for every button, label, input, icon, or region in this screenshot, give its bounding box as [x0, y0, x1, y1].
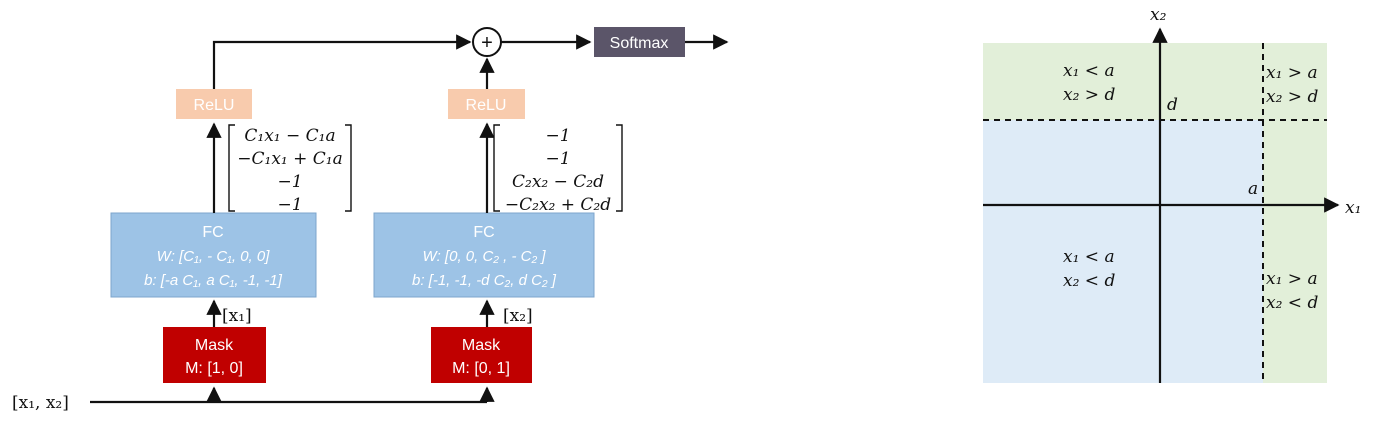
softmax-box: Softmax	[594, 27, 685, 57]
right-vector-entry-2: −1	[545, 149, 570, 169]
left-mask-value: M: [1, 0]	[185, 360, 243, 377]
top-right-line-2: x₂ > d	[1266, 87, 1318, 107]
left-vector-bracket-close	[345, 124, 352, 212]
right-vector-entry-4: −C₂x₂ + C₂d	[505, 195, 611, 215]
left-vector-entry-2: −C₁x₁ + C₁a	[237, 149, 342, 169]
region-plot: x₁ x₂ a d x₁ < a x₂ > d x₁ > a x₂ > d x₁…	[983, 5, 1361, 383]
right-relu-label: ReLU	[466, 97, 507, 114]
right-vector-bracket-open	[493, 124, 500, 212]
bottom-left-line-1: x₁ < a	[1063, 247, 1115, 267]
right-mask-box: Mask M: [0, 1]	[431, 327, 532, 383]
softmax-rect	[594, 27, 685, 57]
input-label: [x₁, x₂]	[12, 393, 69, 413]
left-relu-box: ReLU	[176, 89, 252, 119]
right-mask-output: [x₂]	[503, 306, 533, 326]
right-fc-title: FC	[473, 224, 494, 241]
left-fc-bias: b: [-a C₁, a C₁, -1, -1]	[144, 272, 283, 289]
top-left-line-1: x₁ < a	[1063, 61, 1115, 81]
left-relu-rect	[176, 89, 252, 119]
top-left-line-2: x₂ > d	[1063, 85, 1115, 105]
plus-icon: +	[481, 32, 493, 54]
a-threshold-label: a	[1248, 179, 1258, 199]
right-fc-weights: W: [0, 0, C₂ , - C₂ ]	[422, 248, 546, 265]
left-vector-entry-4: −1	[277, 195, 302, 215]
d-threshold-label: d	[1167, 95, 1178, 115]
softmax-label: Softmax	[610, 35, 669, 52]
top-right-line-1: x₁ > a	[1266, 63, 1318, 83]
left-vector-bracket-open	[228, 124, 235, 212]
left-vector-entry-1: C₁x₁ − C₁a	[244, 126, 335, 146]
right-relu-box: ReLU	[448, 89, 525, 119]
bottom-right-line-1: x₁ > a	[1266, 269, 1318, 289]
right-fc-box: FC W: [0, 0, C₂ , - C₂ ] b: [-1, -1, -d …	[373, 212, 595, 298]
region-bottom-right	[1263, 120, 1327, 383]
left-fc-weights: W: [C₁, - C₁, 0, 0]	[157, 248, 271, 265]
right-vector: −1 −1 C₂x₂ − C₂d −C₂x₂ + C₂d	[493, 124, 623, 215]
left-mask-title: Mask	[195, 337, 234, 354]
bottom-right-line-2: x₂ < d	[1266, 293, 1318, 313]
right-relu-rect	[448, 89, 525, 119]
left-fc-rect	[110, 212, 317, 298]
sum-node: +	[472, 27, 502, 57]
right-fc-bias: b: [-1, -1, -d C₂, d C₂ ]	[412, 272, 557, 289]
bottom-left-line-2: x₂ < d	[1063, 271, 1115, 291]
left-mask-output: [x₁]	[222, 306, 252, 326]
right-mask-title: Mask	[462, 337, 501, 354]
left-fc-title: FC	[202, 224, 223, 241]
right-mask-value: M: [0, 1]	[452, 360, 510, 377]
left-mask-box: Mask M: [1, 0]	[163, 327, 266, 383]
network-diagram: [x₁, x₂] Mask M: [1, 0] [x₁] FC W: [C₁, …	[12, 27, 729, 413]
right-mask-rect	[431, 327, 532, 383]
left-vector: C₁x₁ − C₁a −C₁x₁ + C₁a −1 −1	[228, 124, 352, 215]
right-fc-rect	[373, 212, 595, 298]
region-bottom-left	[983, 120, 1263, 383]
right-vector-entry-1: −1	[545, 126, 570, 146]
left-relu-to-sum	[212, 34, 472, 89]
left-mask-rect	[163, 327, 266, 383]
left-fc-box: FC W: [C₁, - C₁, 0, 0] b: [-a C₁, a C₁, …	[110, 212, 317, 298]
y-axis-label: x₂	[1150, 5, 1167, 25]
right-vector-bracket-close	[616, 124, 623, 212]
x-axis-label: x₁	[1345, 198, 1361, 218]
region-top-right	[1263, 43, 1327, 120]
left-relu-label: ReLU	[194, 97, 235, 114]
right-vector-entry-3: C₂x₂ − C₂d	[512, 172, 604, 192]
left-vector-entry-3: −1	[277, 172, 302, 192]
region-top-left	[983, 43, 1263, 120]
